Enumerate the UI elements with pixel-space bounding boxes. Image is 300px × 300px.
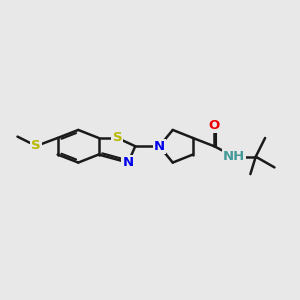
Text: N: N <box>122 156 134 169</box>
Text: N: N <box>154 140 165 153</box>
Text: S: S <box>32 140 41 152</box>
Text: S: S <box>112 131 122 145</box>
Text: NH: NH <box>223 150 245 163</box>
Text: O: O <box>208 119 220 132</box>
